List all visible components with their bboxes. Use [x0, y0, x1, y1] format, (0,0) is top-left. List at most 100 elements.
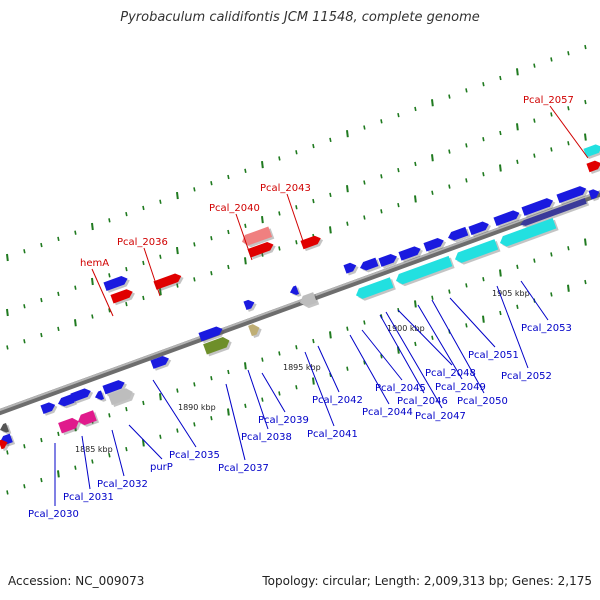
gene-Pcal_2037[interactable]	[198, 324, 226, 344]
scale-tick	[363, 215, 366, 220]
gene-label-pcal_2052[interactable]: Pcal_2052	[501, 371, 552, 382]
scale-tick	[346, 366, 349, 371]
accession-text: Accession: NC_009073	[8, 574, 145, 588]
scale-tick	[108, 308, 111, 313]
gene-label-pcal_2042[interactable]: Pcal_2042	[312, 395, 363, 406]
gene-purP[interactable]	[102, 378, 128, 397]
gene-Pcal_2044-rna[interactable]	[354, 277, 396, 303]
scale-tick	[210, 236, 213, 241]
scale-tick	[312, 377, 315, 385]
gene-Pcal_2032[interactable]	[70, 386, 94, 404]
gene-Pcal_2031-a[interactable]	[40, 400, 58, 416]
scale-tick	[244, 168, 247, 173]
map-title: Pyrobaculum calidifontis JCM 11548, comp…	[120, 10, 480, 25]
gene-Pcal_2057-b[interactable]	[586, 158, 600, 175]
gene-Pcal_2041[interactable]	[288, 285, 302, 299]
gene-Pcal_2033[interactable]	[108, 386, 137, 407]
gene-Pcal_2050-u[interactable]	[468, 219, 492, 237]
gene-Pcal_2044-u[interactable]	[343, 261, 360, 276]
scale-tick	[465, 143, 468, 148]
gene-edge-grey[interactable]	[0, 423, 12, 437]
scale-tick	[6, 308, 9, 317]
gene-label-pcal_2031[interactable]: Pcal_2031	[63, 492, 114, 503]
gene-label-pcal_2044[interactable]: Pcal_2044	[362, 407, 413, 418]
gene-Pcal_2046-u[interactable]	[378, 252, 400, 269]
gene-Pcal_2035[interactable]	[150, 354, 172, 371]
scale-label: 1900 kbp	[387, 324, 425, 333]
gene-body	[290, 285, 300, 295]
scale-tick	[176, 388, 179, 393]
scale-label: 1890 kbp	[178, 403, 216, 412]
gene-label-pcal_2057[interactable]: Pcal_2057	[523, 95, 574, 106]
scale-tick	[159, 254, 162, 259]
gene-label-pcal_2032[interactable]: Pcal_2032	[97, 479, 148, 490]
gene-Pcal_2052-rna[interactable]	[498, 217, 559, 250]
gene-edge-blue[interactable]	[588, 187, 600, 202]
gene-Pcal_2051-u[interactable]	[493, 208, 523, 228]
gene-hemA[interactable]	[103, 274, 131, 294]
scale-tick	[431, 99, 434, 107]
scale-tick	[40, 437, 43, 443]
gene-hemA-b[interactable]	[110, 287, 136, 306]
scale-tick	[57, 291, 60, 297]
gene-label-pcal_2045[interactable]: Pcal_2045	[375, 383, 426, 394]
scale-tick	[533, 118, 536, 123]
gene-label-pcal_2049[interactable]: Pcal_2049	[435, 382, 486, 393]
gene-label-pcal_2030[interactable]: Pcal_2030	[28, 509, 79, 520]
gene-label-pcal_2035[interactable]: Pcal_2035	[169, 450, 220, 461]
gene-Pcal_2046-rna[interactable]	[394, 255, 455, 288]
scale-tick	[397, 112, 400, 118]
scale-tick	[278, 246, 281, 251]
gene-label-purp[interactable]: purP	[150, 462, 173, 473]
gene-label-pcal_2041[interactable]: Pcal_2041	[307, 429, 358, 440]
gene-Pcal_2032-b[interactable]	[93, 390, 107, 404]
gene-Pcal_2052-u[interactable]	[521, 196, 556, 218]
gene-Pcal_2050-rna[interactable]	[453, 239, 501, 267]
leader-line	[235, 213, 253, 261]
gene-label-pcal_2040[interactable]: Pcal_2040	[209, 203, 260, 214]
gene-Pcal_2043[interactable]	[300, 233, 324, 252]
gene-Pcal_2049-u[interactable]	[446, 226, 471, 244]
scale-tick	[23, 484, 26, 489]
gene-Pcal_2040[interactable]	[240, 226, 275, 249]
gene-body	[153, 273, 182, 290]
gene-Pcal_2045-u[interactable]	[358, 257, 381, 274]
gene-label-pcal_2043[interactable]: Pcal_2043	[260, 183, 311, 194]
scale-tick	[244, 223, 247, 228]
scale-tick	[40, 242, 43, 248]
genome-backbone-highlight	[0, 190, 600, 412]
gene-body	[40, 402, 56, 414]
gene-label-pcal_2051[interactable]: Pcal_2051	[468, 350, 519, 361]
gene-Pcal_2048-u[interactable]	[423, 236, 447, 254]
gene-Pcal_2040-b[interactable]	[247, 240, 277, 260]
gene-Pcal_2031-pseudo-b[interactable]	[76, 410, 100, 429]
gene-edge-red[interactable]	[0, 438, 11, 452]
scale-tick	[193, 242, 196, 247]
gene-Pcal_2038[interactable]	[243, 298, 258, 313]
gene-label-pcal_2048[interactable]: Pcal_2048	[425, 368, 476, 379]
gene-Pcal_2053-u[interactable]	[556, 184, 590, 206]
scale-tick	[397, 202, 400, 208]
gene-label-pcal_2053[interactable]: Pcal_2053	[521, 323, 572, 334]
gene-body	[300, 292, 317, 307]
scale-tick	[567, 246, 570, 251]
gene-Pcal_2052-dark[interactable]	[519, 197, 590, 229]
gene-Pcal_2042[interactable]	[298, 292, 320, 311]
gene-Pcal_2031-pseudo[interactable]	[58, 416, 83, 436]
gene-Pcal_2039[interactable]	[248, 322, 263, 339]
gene-label-pcal_2039[interactable]: Pcal_2039	[258, 415, 309, 426]
gene-label-hema[interactable]: hemA	[80, 258, 109, 269]
gene-Pcal_2037-b[interactable]	[203, 335, 233, 357]
gene-label-pcal_2046[interactable]: Pcal_2046	[397, 396, 448, 407]
gene-label-pcal_2036[interactable]: Pcal_2036	[117, 237, 168, 248]
gene-Pcal_2057[interactable]	[583, 142, 600, 160]
leader-line	[304, 351, 335, 427]
gene-Pcal_2047-u[interactable]	[398, 244, 424, 263]
scale-tick	[74, 285, 77, 290]
gene-label-pcal_2037[interactable]: Pcal_2037	[218, 463, 269, 474]
gene-label-pcal_2038[interactable]: Pcal_2038	[241, 432, 292, 443]
gene-label-pcal_2047[interactable]: Pcal_2047	[415, 411, 466, 422]
gene-label-pcal_2050[interactable]: Pcal_2050	[457, 396, 508, 407]
gene-Pcal_2036[interactable]	[153, 271, 185, 292]
